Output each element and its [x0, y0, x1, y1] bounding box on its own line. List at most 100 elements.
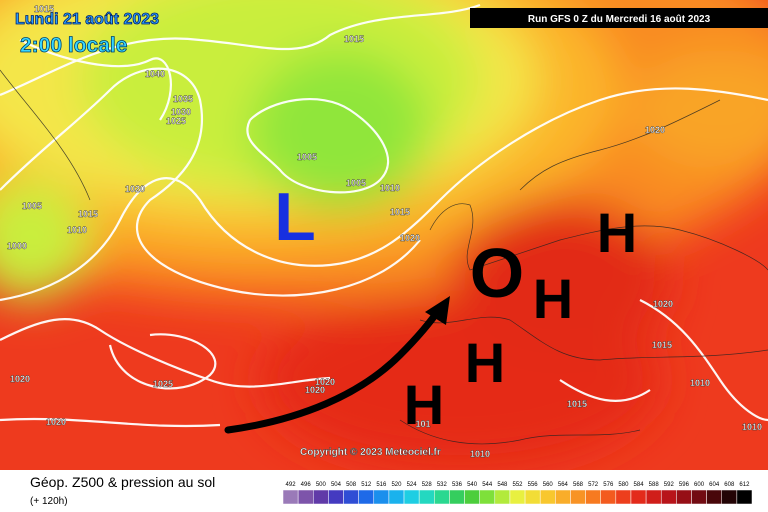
isobar-label: 1010 [742, 422, 762, 432]
scale-label: 496 [301, 482, 312, 488]
isobar-label: 1005 [22, 201, 42, 211]
scale-label: 504 [331, 482, 342, 488]
isobar-label: 1020 [125, 184, 145, 194]
isobar-label: 1020 [305, 385, 325, 395]
scale-label: 532 [437, 482, 448, 488]
scale-label: 600 [694, 482, 705, 488]
scale-label: 560 [543, 482, 554, 488]
scale-swatch [403, 489, 420, 505]
isobar-label: 1035 [173, 94, 193, 104]
high-pressure: H [533, 267, 573, 330]
scale-swatch [464, 489, 480, 505]
scale-swatch [343, 489, 359, 505]
isobar-label: 1025 [166, 116, 186, 126]
scale-swatch [691, 489, 707, 505]
scale-swatch [570, 489, 586, 505]
scale-swatch [282, 489, 299, 505]
local-time: 2:00 locale [20, 34, 127, 57]
isobar-label: 1020 [315, 377, 335, 387]
scale-swatch [676, 489, 692, 505]
scale-swatch [373, 489, 390, 505]
run-box [470, 8, 768, 28]
isobar-label: 1015 [567, 399, 587, 409]
lead-time: (+ 120h) [30, 496, 68, 507]
scale-swatch [645, 489, 662, 505]
isobar-label: 101 [415, 419, 430, 429]
isobar-label: 1020 [400, 233, 420, 243]
scale-swatch [449, 489, 465, 505]
scale-label: 512 [361, 482, 372, 488]
isobar-label: 1020 [645, 125, 665, 135]
scale-label: 536 [452, 482, 463, 488]
scale-swatch [539, 489, 556, 505]
scale-label: 564 [558, 482, 569, 488]
isobar-label: 1015 [34, 4, 54, 14]
scale-swatch [509, 489, 526, 505]
forecast-date: Lundi 21 août 2023 [15, 11, 159, 28]
scale-swatch [388, 489, 405, 505]
scale-label: 524 [407, 482, 418, 488]
isobar-label: 1020 [46, 417, 66, 427]
scale-swatch [313, 489, 329, 505]
isobar-label: 1015 [390, 207, 410, 217]
isobar-label: 1010 [470, 449, 490, 459]
isobar-label: 1040 [145, 69, 165, 79]
scale-label: 540 [467, 482, 478, 488]
high-pressure: H [597, 201, 637, 264]
scale-swatch [660, 489, 677, 505]
isobar-label: 1015 [652, 340, 672, 350]
scale-label: 596 [679, 482, 690, 488]
scale-label: 508 [346, 482, 357, 488]
isobar-label: 1005 [297, 152, 317, 162]
isobar-label: 1010 [690, 378, 710, 388]
scale-label: 520 [391, 482, 402, 488]
scale-label: 516 [376, 482, 387, 488]
footer-title: Géop. Z500 & pression au sol [30, 474, 215, 490]
scale-swatch [328, 489, 344, 505]
isobar-label: 1015 [344, 34, 364, 44]
scale-label: 492 [286, 482, 297, 488]
scale-label: 568 [573, 482, 584, 488]
isobar-label: 1010 [67, 225, 87, 235]
run-info: Run GFS 0 Z du Mercredi 16 août 2023 [528, 14, 711, 25]
scale-swatch [630, 489, 647, 505]
map-field [0, 0, 768, 470]
scale-swatch [479, 489, 496, 505]
high-pressure: H [404, 373, 444, 436]
isobar-label: 1020 [653, 299, 673, 309]
scale-label: 572 [588, 482, 599, 488]
scale-label: 552 [512, 482, 523, 488]
isobar-label: 1025 [153, 379, 173, 389]
scale-label: 612 [739, 482, 750, 488]
scale-swatch [494, 489, 511, 505]
scale-label: 548 [497, 482, 508, 488]
isobar-label: 1010 [380, 183, 400, 193]
high-center: O [470, 234, 524, 312]
isobar-label: 1020 [10, 374, 30, 384]
isobar-label: 1015 [78, 209, 98, 219]
scale-swatch [706, 489, 722, 505]
isobar-label: 1000 [7, 241, 27, 251]
scale-swatch [615, 489, 632, 505]
scale-swatch [736, 489, 753, 505]
scale-label: 576 [603, 482, 614, 488]
scale-label: 588 [649, 482, 660, 488]
high-pressure: H [465, 331, 505, 394]
scale-swatch [524, 489, 541, 505]
scale-swatch [297, 489, 314, 505]
scale-label: 592 [664, 482, 675, 488]
isobar-label: 1005 [346, 178, 366, 188]
scale-label: 544 [482, 482, 493, 488]
copyright: Copyright © 2023 Meteociel.fr [300, 447, 441, 458]
scale-swatch [418, 489, 435, 505]
scale-swatch [585, 489, 601, 505]
scale-label: 556 [528, 482, 539, 488]
scale-swatch [358, 489, 375, 505]
scale-label: 608 [724, 482, 735, 488]
scale-swatch [555, 489, 571, 505]
scale-label: 604 [709, 482, 720, 488]
scale-label: 580 [618, 482, 629, 488]
scale-label: 500 [316, 482, 327, 488]
scale-label: 528 [422, 482, 433, 488]
